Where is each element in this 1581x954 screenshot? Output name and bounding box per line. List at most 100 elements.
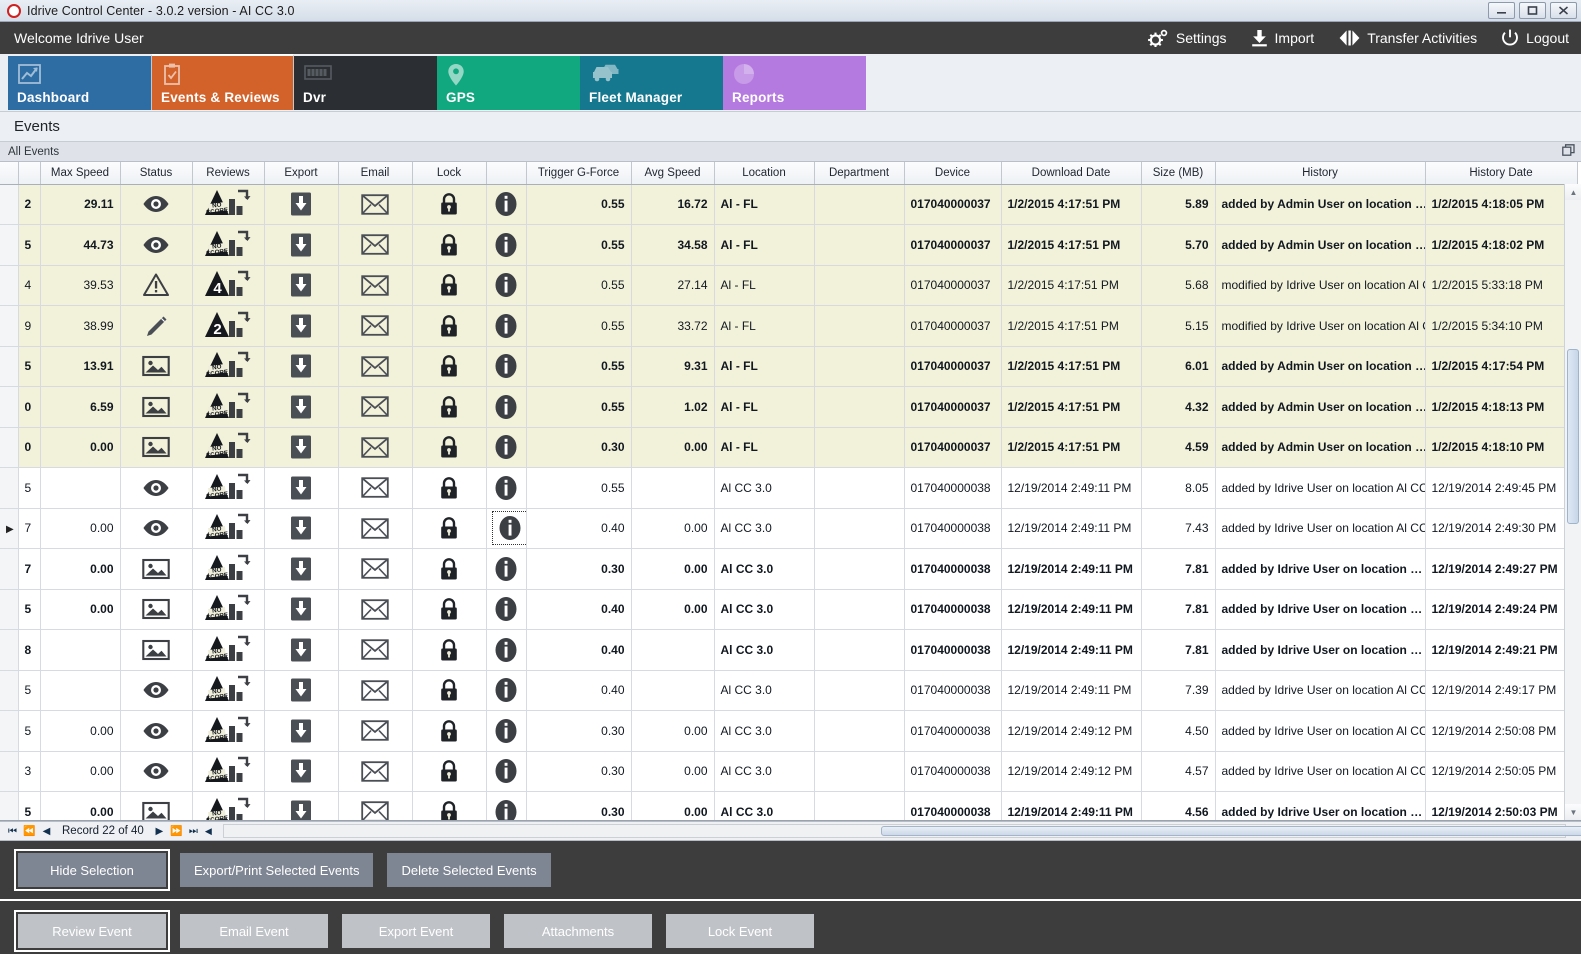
email-envelope-icon[interactable] [361, 477, 389, 498]
table-row[interactable]: 0 6.59 NO SCORE 0.55 1.02 Al - FL 017040000037 1… [0, 386, 1578, 428]
image-icon[interactable] [142, 396, 170, 417]
email-event-button[interactable]: Email Event [180, 914, 328, 948]
col-download-date[interactable]: Download Date [1001, 162, 1142, 185]
cell-info[interactable] [486, 346, 527, 387]
cell-reviews[interactable]: 4 [192, 265, 265, 306]
email-envelope-icon[interactable] [361, 518, 389, 539]
email-envelope-icon[interactable] [361, 356, 389, 377]
table-row[interactable]: 2 29.11 NO SCORE 0.55 16.72 Al - FL 01704000003… [0, 184, 1578, 225]
cell-export[interactable] [264, 589, 339, 630]
info-icon[interactable] [494, 435, 518, 460]
table-row[interactable]: ▶ 7 0.00 NO SCORE 0.40 0.00 Al CC 3.0 0170400000… [0, 508, 1578, 549]
table-row[interactable]: 0 0.00 NO SCORE 0.30 0.00 Al - FL 017040000037 1… [0, 427, 1578, 468]
table-row[interactable]: 8 NO SCORE 0.40 Al CC 3.0 017040000038 12/19/2… [0, 629, 1578, 671]
cell-status[interactable] [120, 548, 193, 590]
table-row[interactable]: 9 38.99 2 0.55 33.72 Al - FL 017040000037 1/2/2… [0, 305, 1578, 347]
export-download-icon[interactable] [289, 557, 313, 581]
info-icon[interactable] [494, 759, 518, 784]
col-location[interactable]: Location [714, 162, 815, 185]
export-download-icon[interactable] [289, 800, 313, 820]
cell-info[interactable] [486, 184, 527, 225]
cell-email[interactable] [338, 305, 413, 347]
email-envelope-icon[interactable] [361, 761, 389, 782]
email-envelope-icon[interactable] [361, 437, 389, 458]
cell-lock[interactable] [412, 548, 487, 590]
cell-lock[interactable] [412, 386, 487, 428]
lock-icon[interactable] [439, 436, 459, 458]
no-score-icon[interactable]: NO SCORE [204, 554, 252, 581]
cell-status[interactable] [120, 305, 193, 347]
row-selector-cell[interactable] [0, 670, 19, 711]
export-print-selected-events-button[interactable]: Export/Print Selected Events [180, 853, 374, 887]
cell-export[interactable] [264, 346, 339, 387]
cell-reviews[interactable]: NO SCORE [192, 184, 265, 225]
table-row[interactable]: 5 0.00 NO SCORE 0.30 0.00 Al CC 3.0 01704000003… [0, 710, 1578, 752]
email-envelope-icon[interactable] [361, 639, 389, 660]
import-button[interactable]: Import [1251, 29, 1314, 47]
row-selector-cell[interactable] [0, 265, 19, 306]
cell-info[interactable] [486, 589, 527, 630]
cell-status[interactable] [120, 467, 193, 509]
col-rowid[interactable] [18, 162, 41, 185]
no-score-icon[interactable]: NO SCORE [204, 635, 252, 662]
export-download-icon[interactable] [289, 476, 313, 500]
cell-export[interactable] [264, 184, 339, 225]
vertical-scroll-thumb[interactable] [1567, 349, 1579, 524]
info-icon[interactable] [494, 556, 518, 581]
info-icon[interactable] [494, 597, 518, 622]
cell-reviews[interactable]: NO SCORE [192, 629, 265, 671]
no-score-icon[interactable]: NO SCORE [204, 797, 252, 820]
cell-email[interactable] [338, 791, 413, 820]
tab-gps[interactable]: GPS [437, 56, 580, 110]
col-lock[interactable]: Lock [412, 162, 487, 185]
eye-icon[interactable] [142, 520, 170, 537]
cell-lock[interactable] [412, 508, 487, 549]
cell-status[interactable] [120, 508, 193, 549]
cell-email[interactable] [338, 346, 413, 387]
lock-icon[interactable] [439, 395, 459, 418]
nav-prev-page-button[interactable]: ⏪ [23, 825, 36, 837]
cell-status[interactable] [120, 710, 193, 752]
no-score-icon[interactable]: NO SCORE [204, 676, 252, 703]
col-max-speed[interactable]: Max Speed [40, 162, 121, 185]
cell-reviews[interactable]: NO SCORE [192, 508, 265, 549]
image-icon[interactable] [142, 801, 170, 820]
col-status[interactable]: Status [120, 162, 193, 185]
eye-icon[interactable] [142, 479, 170, 496]
horizontal-scroll-thumb[interactable] [881, 826, 1581, 836]
cell-export[interactable] [264, 467, 339, 509]
lock-icon[interactable] [439, 314, 459, 337]
no-score-icon[interactable]: NO SCORE [204, 757, 252, 784]
cell-export[interactable] [264, 710, 339, 752]
tab-dashboard[interactable]: Dashboard [8, 56, 151, 110]
cell-lock[interactable] [412, 224, 487, 266]
lock-icon[interactable] [439, 598, 459, 620]
lock-icon[interactable] [439, 274, 459, 296]
cell-email[interactable] [338, 386, 413, 428]
attachments-button[interactable]: Attachments [504, 914, 652, 948]
grid-vertical-scrollbar[interactable]: ▲ ▼ [1564, 184, 1581, 820]
cell-email[interactable] [338, 467, 413, 509]
cell-status[interactable] [120, 184, 193, 225]
email-envelope-icon[interactable] [361, 194, 389, 215]
lock-icon[interactable] [439, 233, 459, 256]
tab-dvr[interactable]: Dvr [294, 56, 437, 110]
export-download-icon[interactable] [289, 314, 313, 338]
cell-status[interactable] [120, 589, 193, 630]
cell-lock[interactable] [412, 265, 487, 306]
row-selector-cell[interactable] [0, 184, 19, 225]
table-row[interactable]: 5 13.91 NO SCORE 0.55 9.31 Al - FL 017040000037… [0, 346, 1578, 387]
settings-button[interactable]: Settings [1147, 29, 1227, 47]
export-download-icon[interactable] [289, 678, 313, 702]
cell-reviews[interactable]: NO SCORE [192, 548, 265, 590]
cell-lock[interactable] [412, 427, 487, 468]
cell-info[interactable] [486, 670, 527, 711]
lock-icon[interactable] [439, 557, 459, 580]
cell-email[interactable] [338, 629, 413, 671]
cell-reviews[interactable]: NO SCORE [192, 427, 265, 468]
cell-email[interactable] [338, 589, 413, 630]
table-row[interactable]: 5 NO SCORE 0.55 Al CC 3.0 017040000038 12/19/2… [0, 467, 1578, 509]
col-size[interactable]: Size (MB) [1141, 162, 1216, 185]
cell-lock[interactable] [412, 305, 487, 347]
table-row[interactable]: 5 0.00 NO SCORE 0.40 0.00 Al CC 3.0 01704000003… [0, 589, 1578, 630]
